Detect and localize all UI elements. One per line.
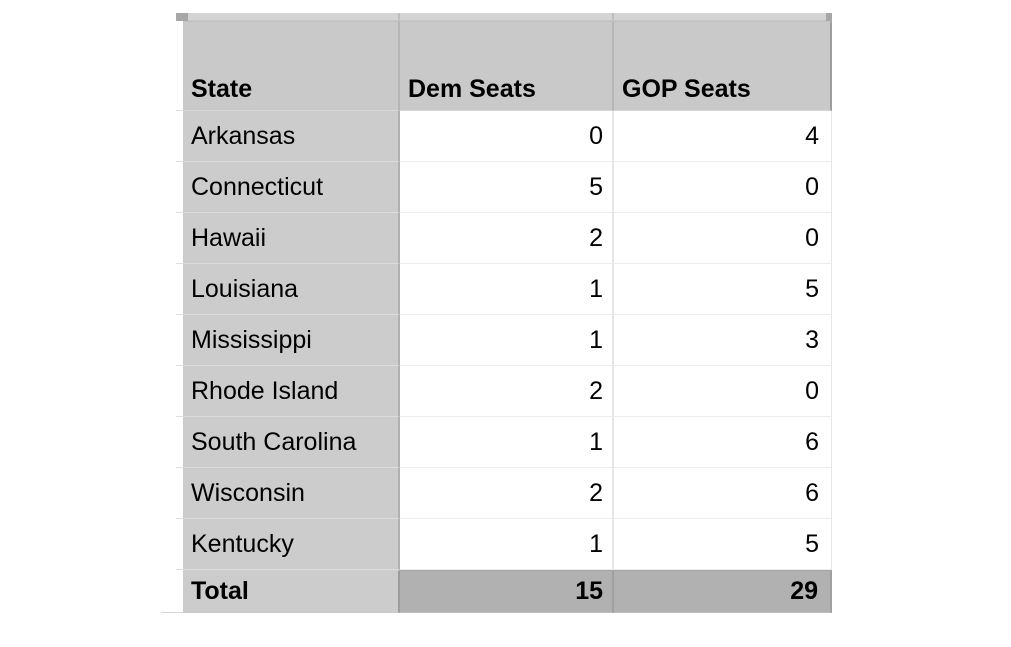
dem-seats-cell[interactable]: 1 (400, 315, 614, 366)
dem-seats-cell[interactable]: 1 (400, 264, 614, 315)
column-divider-mark (826, 13, 832, 21)
state-cell[interactable]: Wisconsin (183, 468, 400, 519)
table-row: South Carolina 1 6 (176, 417, 832, 468)
table-row: Arkansas 0 4 (176, 111, 832, 162)
table-row: Hawaii 2 0 (176, 213, 832, 264)
column-header-state[interactable]: State (183, 21, 400, 111)
dem-seats-cell[interactable]: 1 (400, 519, 614, 570)
table-header-row: State Dem Seats GOP Seats (176, 21, 832, 111)
state-cell[interactable]: Connecticut (183, 162, 400, 213)
table-row: Kentucky 1 5 (176, 519, 832, 570)
table-row: Rhode Island 2 0 (176, 366, 832, 417)
state-cell[interactable]: South Carolina (183, 417, 400, 468)
total-gop-seats-cell[interactable]: 29 (614, 570, 832, 613)
table-body: Arkansas 0 4 Connecticut 5 0 Hawaii 2 0 … (176, 111, 832, 570)
dem-seats-cell[interactable]: 2 (400, 213, 614, 264)
gop-seats-cell[interactable]: 4 (614, 111, 832, 162)
dem-seats-cell[interactable]: 0 (400, 111, 614, 162)
column-divider-mark (612, 13, 614, 21)
state-cell[interactable]: Mississippi (183, 315, 400, 366)
gop-seats-cell[interactable]: 0 (614, 162, 832, 213)
state-cell[interactable]: Louisiana (183, 264, 400, 315)
state-cell[interactable]: Arkansas (183, 111, 400, 162)
table-row: Louisiana 1 5 (176, 264, 832, 315)
column-header-gop-seats[interactable]: GOP Seats (614, 21, 832, 111)
gop-seats-cell[interactable]: 6 (614, 468, 832, 519)
state-cell[interactable]: Rhode Island (183, 366, 400, 417)
column-header-dem-seats[interactable]: Dem Seats (400, 21, 614, 111)
state-cell[interactable]: Hawaii (183, 213, 400, 264)
gop-seats-cell[interactable]: 6 (614, 417, 832, 468)
cell-boundary-mark (176, 13, 188, 21)
gop-seats-cell[interactable]: 0 (614, 213, 832, 264)
dem-seats-cell[interactable]: 5 (400, 162, 614, 213)
gop-seats-cell[interactable]: 5 (614, 264, 832, 315)
table-total-row: Total 15 29 (161, 570, 832, 613)
total-label-cell[interactable]: Total (183, 570, 400, 613)
dem-seats-cell[interactable]: 2 (400, 366, 614, 417)
table-row: Connecticut 5 0 (176, 162, 832, 213)
gop-seats-cell[interactable]: 3 (614, 315, 832, 366)
seats-by-state-table: State Dem Seats GOP Seats Arkansas 0 4 C… (161, 13, 832, 613)
cropped-row-strip (176, 13, 832, 21)
column-divider-mark (398, 13, 400, 21)
table-row: Wisconsin 2 6 (176, 468, 832, 519)
dem-seats-cell[interactable]: 2 (400, 468, 614, 519)
state-cell[interactable]: Kentucky (183, 519, 400, 570)
gop-seats-cell[interactable]: 5 (614, 519, 832, 570)
gop-seats-cell[interactable]: 0 (614, 366, 832, 417)
dem-seats-cell[interactable]: 1 (400, 417, 614, 468)
table-row: Mississippi 1 3 (176, 315, 832, 366)
total-dem-seats-cell[interactable]: 15 (400, 570, 614, 613)
